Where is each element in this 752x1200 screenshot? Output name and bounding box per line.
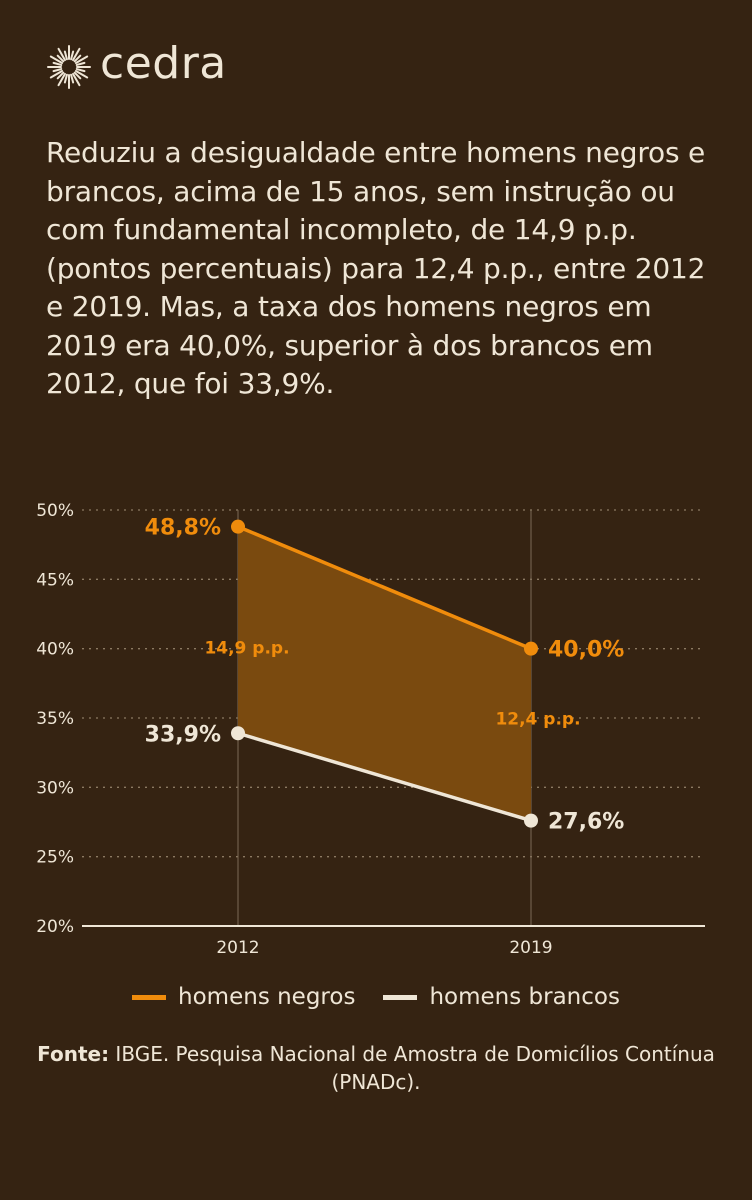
line-chart: 20% 25% 30% 35% 40% 45% 50% 2012 2019 14,9 p.p. 12… bbox=[36, 501, 705, 958]
series-line-negros bbox=[237, 525, 532, 651]
y-tick-label: 30% bbox=[36, 778, 74, 798]
legend-label-negros: homens negros bbox=[178, 984, 356, 1010]
data-point-negros bbox=[524, 641, 538, 656]
intro-text: Reduziu a desigualdade entre homens negr… bbox=[46, 136, 706, 400]
legend-item-negros: homens negros bbox=[132, 984, 355, 1010]
data-label-brancos: 33,9% bbox=[145, 722, 221, 747]
legend-swatch-negros bbox=[132, 994, 167, 1000]
gap-annotation-2019: 12,4 p.p. bbox=[495, 709, 580, 729]
brand-name: cedra bbox=[100, 38, 227, 89]
legend-label-brancos: homens brancos bbox=[429, 984, 620, 1010]
legend-item-brancos: homens brancos bbox=[383, 984, 620, 1010]
sun-icon bbox=[47, 45, 91, 89]
gap-annotation-2012: 14,9 p.p. bbox=[204, 639, 289, 659]
data-label-negros: 40,0% bbox=[548, 638, 624, 663]
source-label: Fonte: bbox=[37, 1042, 110, 1066]
source-text: IBGE. Pesquisa Nacional de Amostra de Do… bbox=[115, 1042, 715, 1094]
legend: homens negros homens brancos bbox=[0, 984, 752, 1010]
data-label-negros: 48,8% bbox=[145, 516, 221, 541]
legend-swatch-brancos bbox=[383, 994, 418, 1000]
data-label-brancos: 27,6% bbox=[548, 810, 624, 835]
gap-band bbox=[238, 526, 531, 821]
y-tick-label: 45% bbox=[36, 570, 74, 590]
data-point-brancos bbox=[524, 813, 538, 828]
y-tick-label: 20% bbox=[36, 917, 74, 937]
y-tick-label: 35% bbox=[36, 709, 74, 729]
series-line-brancos bbox=[237, 731, 532, 823]
x-tick-label: 2012 bbox=[216, 938, 259, 958]
y-tick-label: 50% bbox=[36, 501, 74, 521]
y-tick-label: 40% bbox=[36, 640, 74, 660]
logo: cedra bbox=[46, 38, 227, 90]
y-tick-label: 25% bbox=[36, 848, 74, 868]
data-point-brancos bbox=[231, 726, 245, 741]
source-note: Fonte: IBGE. Pesquisa Nacional de Amostr… bbox=[0, 1040, 752, 1096]
data-point-negros bbox=[231, 519, 245, 534]
x-tick-label: 2019 bbox=[509, 938, 552, 958]
